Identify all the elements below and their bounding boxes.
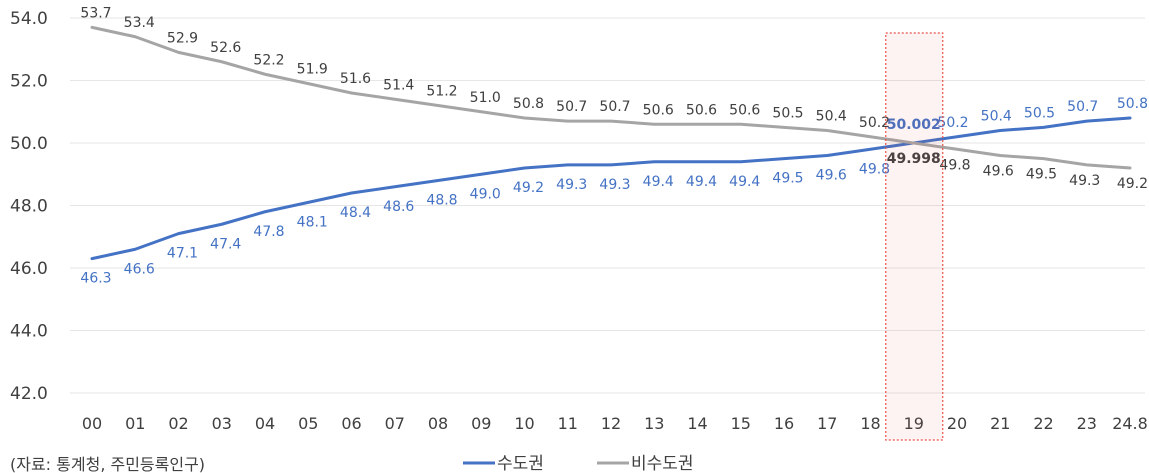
y-axis: 42.0 44.0 46.0 48.0 50.0 52.0 54.0 <box>10 9 48 404</box>
y-tick-label: 42.0 <box>10 384 48 404</box>
data-label: 47.1 <box>167 246 198 262</box>
data-label: 49.8 <box>859 161 890 177</box>
data-label: 49.4 <box>686 174 717 190</box>
data-label: 51.9 <box>297 62 328 78</box>
x-tick-label: 00 <box>82 414 102 433</box>
data-label: 46.3 <box>80 271 111 287</box>
data-label: 52.2 <box>253 52 284 68</box>
data-label: 50.7 <box>556 99 587 115</box>
data-label: 49.0 <box>470 186 501 202</box>
data-label: 50.4 <box>981 109 1012 125</box>
legend-label-noncapital: 비수도권 <box>631 454 694 473</box>
data-label: 48.4 <box>340 205 371 221</box>
data-label: 50.4 <box>816 109 847 125</box>
x-axis: 00 01 02 03 04 05 06 07 08 09 10 11 12 13 14 15 16 17 18 19… <box>82 414 1148 433</box>
x-tick-label: 04 <box>255 414 275 433</box>
x-tick-label: 16 <box>774 414 794 433</box>
data-label: 49.5 <box>772 171 803 187</box>
data-label: 49.3 <box>599 177 630 193</box>
x-tick-label: 18 <box>860 414 880 433</box>
x-tick-label: 15 <box>731 414 751 433</box>
data-label: 50.6 <box>643 102 674 118</box>
data-label: 49.8 <box>939 157 970 173</box>
data-label: 50.8 <box>513 96 544 112</box>
data-label: 49.998 <box>887 151 941 167</box>
data-label: 48.8 <box>426 193 457 209</box>
data-label: 50.5 <box>772 105 803 121</box>
data-label: 48.6 <box>383 199 414 215</box>
data-label: 53.7 <box>80 5 111 21</box>
data-label: 50.2 <box>937 115 968 131</box>
series-lines <box>90 25 1132 261</box>
data-label: 47.8 <box>253 224 284 240</box>
x-tick-label: 20 <box>947 414 967 433</box>
data-label: 50.7 <box>1067 99 1098 115</box>
x-tick-label: 05 <box>298 414 318 433</box>
x-tick-label: 13 <box>644 414 664 433</box>
series-line-capital <box>90 116 1132 261</box>
legend: 수도권 비수도권 <box>463 454 694 473</box>
data-labels: 46.3 46.6 47.1 47.4 47.8 48.1 48.4 48.6 48.8 49.0… <box>80 5 1148 286</box>
data-label: 50.2 <box>859 115 890 131</box>
y-tick-label: 50.0 <box>10 134 48 154</box>
x-tick-label: 01 <box>125 414 145 433</box>
data-label: 51.4 <box>383 77 414 93</box>
x-tick-label: 03 <box>212 414 232 433</box>
y-tick-label: 46.0 <box>10 259 48 279</box>
data-label: 50.8 <box>1117 96 1148 112</box>
x-tick-label: 12 <box>601 414 621 433</box>
data-label: 49.6 <box>816 168 847 184</box>
x-tick-label: 19 <box>904 414 924 433</box>
x-tick-label: 10 <box>514 414 534 433</box>
data-label: 47.4 <box>210 236 241 252</box>
data-label: 50.5 <box>1024 105 1055 121</box>
x-tick-label: 08 <box>428 414 448 433</box>
data-label: 51.6 <box>340 71 371 87</box>
y-tick-label: 44.0 <box>10 322 48 342</box>
x-tick-label: 24.8 <box>1112 414 1148 433</box>
x-tick-label: 09 <box>471 414 491 433</box>
data-label: 49.5 <box>1026 167 1057 183</box>
data-label: 48.1 <box>297 214 328 230</box>
data-label: 50.6 <box>729 102 760 118</box>
x-tick-label: 14 <box>687 414 707 433</box>
x-tick-label: 06 <box>341 414 361 433</box>
y-tick-label: 48.0 <box>10 197 48 217</box>
data-label: 51.2 <box>426 84 457 100</box>
data-label: 50.6 <box>686 102 717 118</box>
x-tick-label: 21 <box>990 414 1010 433</box>
data-label: 49.3 <box>556 177 587 193</box>
x-tick-label: 17 <box>817 414 837 433</box>
legend-label-capital: 수도권 <box>497 454 544 473</box>
series-line-noncapital <box>90 25 1132 170</box>
data-label: 53.4 <box>124 15 155 31</box>
data-label: 49.2 <box>1117 176 1148 192</box>
data-label: 49.4 <box>729 174 760 190</box>
y-tick-label: 52.0 <box>10 72 48 92</box>
y-tick-label: 54.0 <box>10 9 48 29</box>
data-label: 52.9 <box>167 30 198 46</box>
gridlines <box>70 17 1145 394</box>
x-tick-label: 11 <box>558 414 578 433</box>
highlight-box-19 <box>885 32 944 441</box>
data-label: 46.6 <box>124 261 155 277</box>
data-label: 50.7 <box>599 99 630 115</box>
data-label: 51.0 <box>470 90 501 106</box>
x-tick-label: 22 <box>1033 414 1053 433</box>
data-label: 49.2 <box>513 180 544 196</box>
data-label: 49.4 <box>643 174 674 190</box>
data-label: 52.6 <box>210 40 241 56</box>
data-label: 49.6 <box>983 164 1014 180</box>
data-label: 50.002 <box>887 117 941 133</box>
x-tick-label: 23 <box>1077 414 1097 433</box>
data-label: 49.3 <box>1069 173 1100 189</box>
x-tick-label: 02 <box>168 414 188 433</box>
footnote: (자료: 통계청, 주민등록인구) <box>10 455 205 473</box>
x-tick-label: 07 <box>385 414 405 433</box>
